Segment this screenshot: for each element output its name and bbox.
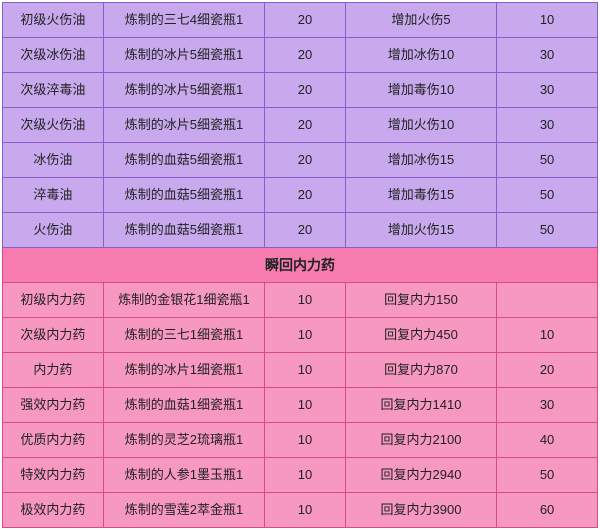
item-val: 10 bbox=[497, 3, 598, 38]
item-effect: 增加冰伤15 bbox=[345, 143, 496, 178]
item-qty: 20 bbox=[265, 213, 346, 248]
item-material: 炼制的人参1墨玉瓶1 bbox=[103, 458, 264, 493]
item-qty: 10 bbox=[265, 493, 346, 528]
item-val: 60 bbox=[497, 493, 598, 528]
item-val: 50 bbox=[497, 178, 598, 213]
table-row: 优质内力药 炼制的灵芝2琉璃瓶1 10 回复内力2100 40 bbox=[3, 423, 598, 458]
item-material: 炼制的灵芝2琉璃瓶1 bbox=[103, 423, 264, 458]
item-val: 50 bbox=[497, 213, 598, 248]
item-val: 50 bbox=[497, 143, 598, 178]
item-material: 炼制的冰片5细瓷瓶1 bbox=[103, 38, 264, 73]
item-name: 次级淬毒油 bbox=[3, 73, 104, 108]
item-val: 20 bbox=[497, 353, 598, 388]
item-val: 30 bbox=[497, 38, 598, 73]
item-qty: 10 bbox=[265, 318, 346, 353]
item-qty: 10 bbox=[265, 353, 346, 388]
item-effect: 增加毒伤10 bbox=[345, 73, 496, 108]
item-name: 内力药 bbox=[3, 353, 104, 388]
item-material: 炼制的三七1细瓷瓶1 bbox=[103, 318, 264, 353]
item-effect: 回复内力150 bbox=[345, 283, 496, 318]
item-effect: 回复内力2100 bbox=[345, 423, 496, 458]
item-qty: 10 bbox=[265, 388, 346, 423]
item-material: 炼制的冰片5细瓷瓶1 bbox=[103, 73, 264, 108]
item-val: 30 bbox=[497, 388, 598, 423]
item-effect: 增加冰伤10 bbox=[345, 38, 496, 73]
item-qty: 20 bbox=[265, 178, 346, 213]
item-qty: 20 bbox=[265, 108, 346, 143]
item-effect: 增加火伤5 bbox=[345, 3, 496, 38]
item-val: 30 bbox=[497, 108, 598, 143]
item-material: 炼制的金银花1细瓷瓶1 bbox=[103, 283, 264, 318]
table-row: 初级火伤油 炼制的三七4细瓷瓶1 20 增加火伤5 10 bbox=[3, 3, 598, 38]
item-val bbox=[497, 283, 598, 318]
item-material: 炼制的血菇1细瓷瓶1 bbox=[103, 388, 264, 423]
table-row: 特效内力药 炼制的人参1墨玉瓶1 10 回复内力2940 50 bbox=[3, 458, 598, 493]
item-material: 炼制的血菇5细瓷瓶1 bbox=[103, 143, 264, 178]
item-effect: 回复内力3900 bbox=[345, 493, 496, 528]
item-qty: 10 bbox=[265, 423, 346, 458]
table-row: 火伤油 炼制的血菇5细瓷瓶1 20 增加火伤15 50 bbox=[3, 213, 598, 248]
table-row: 初级内力药 炼制的金银花1细瓷瓶1 10 回复内力150 bbox=[3, 283, 598, 318]
table-row: 强效内力药 炼制的血菇1细瓷瓶1 10 回复内力1410 30 bbox=[3, 388, 598, 423]
item-effect: 回复内力2940 bbox=[345, 458, 496, 493]
item-material: 炼制的三七4细瓷瓶1 bbox=[103, 3, 264, 38]
item-val: 40 bbox=[497, 423, 598, 458]
item-name: 冰伤油 bbox=[3, 143, 104, 178]
section-header: 瞬回内力药 bbox=[3, 248, 598, 283]
item-name: 次级内力药 bbox=[3, 318, 104, 353]
item-val: 10 bbox=[497, 318, 598, 353]
item-name: 优质内力药 bbox=[3, 423, 104, 458]
section-title: 瞬回内力药 bbox=[3, 248, 598, 283]
item-effect: 增加火伤15 bbox=[345, 213, 496, 248]
item-effect: 回复内力870 bbox=[345, 353, 496, 388]
item-effect: 回复内力450 bbox=[345, 318, 496, 353]
table-row: 冰伤油 炼制的血菇5细瓷瓶1 20 增加冰伤15 50 bbox=[3, 143, 598, 178]
item-qty: 20 bbox=[265, 38, 346, 73]
item-qty: 20 bbox=[265, 73, 346, 108]
table-row: 次级冰伤油 炼制的冰片5细瓷瓶1 20 增加冰伤10 30 bbox=[3, 38, 598, 73]
item-qty: 20 bbox=[265, 3, 346, 38]
item-name: 极效内力药 bbox=[3, 493, 104, 528]
item-effect: 增加火伤10 bbox=[345, 108, 496, 143]
table-row: 内力药 炼制的冰片1细瓷瓶1 10 回复内力870 20 bbox=[3, 353, 598, 388]
table-row: 次级火伤油 炼制的冰片5细瓷瓶1 20 增加火伤10 30 bbox=[3, 108, 598, 143]
item-name: 特效内力药 bbox=[3, 458, 104, 493]
item-material: 炼制的冰片1细瓷瓶1 bbox=[103, 353, 264, 388]
item-material: 炼制的雪莲2萃金瓶1 bbox=[103, 493, 264, 528]
recipe-table: 初级火伤油 炼制的三七4细瓷瓶1 20 增加火伤5 10 次级冰伤油 炼制的冰片… bbox=[2, 2, 598, 528]
item-material: 炼制的冰片5细瓷瓶1 bbox=[103, 108, 264, 143]
item-name: 次级冰伤油 bbox=[3, 38, 104, 73]
item-material: 炼制的血菇5细瓷瓶1 bbox=[103, 213, 264, 248]
item-effect: 回复内力1410 bbox=[345, 388, 496, 423]
item-val: 30 bbox=[497, 73, 598, 108]
item-effect: 增加毒伤15 bbox=[345, 178, 496, 213]
item-qty: 10 bbox=[265, 458, 346, 493]
table-row: 淬毒油 炼制的血菇5细瓷瓶1 20 增加毒伤15 50 bbox=[3, 178, 598, 213]
item-name: 初级火伤油 bbox=[3, 3, 104, 38]
item-qty: 10 bbox=[265, 283, 346, 318]
item-val: 50 bbox=[497, 458, 598, 493]
item-name: 初级内力药 bbox=[3, 283, 104, 318]
table-row: 次级淬毒油 炼制的冰片5细瓷瓶1 20 增加毒伤10 30 bbox=[3, 73, 598, 108]
item-material: 炼制的血菇5细瓷瓶1 bbox=[103, 178, 264, 213]
item-name: 淬毒油 bbox=[3, 178, 104, 213]
item-name: 强效内力药 bbox=[3, 388, 104, 423]
table-row: 极效内力药 炼制的雪莲2萃金瓶1 10 回复内力3900 60 bbox=[3, 493, 598, 528]
table-row: 次级内力药 炼制的三七1细瓷瓶1 10 回复内力450 10 bbox=[3, 318, 598, 353]
item-name: 次级火伤油 bbox=[3, 108, 104, 143]
item-name: 火伤油 bbox=[3, 213, 104, 248]
item-qty: 20 bbox=[265, 143, 346, 178]
